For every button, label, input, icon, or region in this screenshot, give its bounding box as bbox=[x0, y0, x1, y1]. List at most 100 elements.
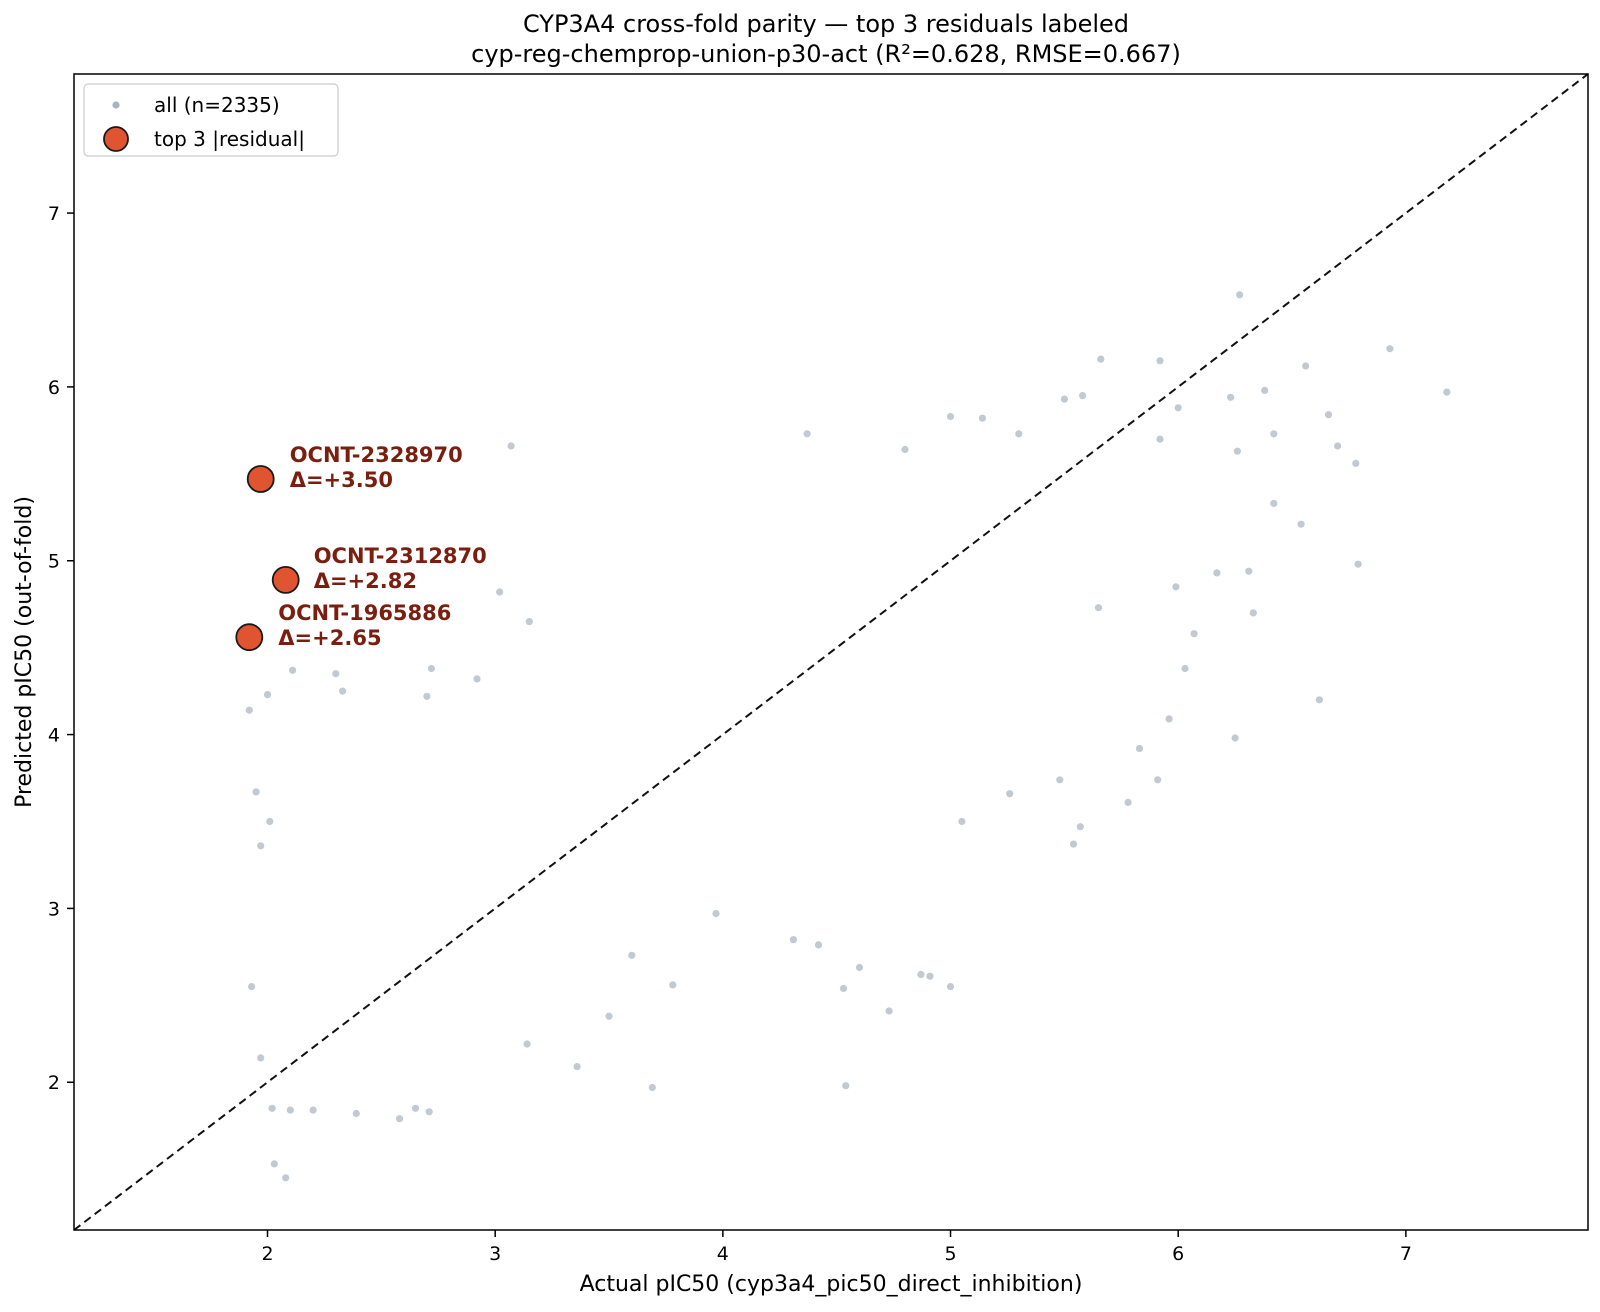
scatter-point bbox=[423, 692, 431, 700]
scatter-point bbox=[839, 984, 848, 993]
scatter-point bbox=[1076, 823, 1084, 831]
top-residual-point bbox=[235, 623, 264, 652]
scatter-point bbox=[473, 675, 481, 683]
legend: all (n=2335) top 3 |residual| bbox=[83, 83, 339, 157]
legend-entry-top: top 3 |residual| bbox=[154, 127, 305, 151]
scatter-point bbox=[396, 1115, 404, 1123]
scatter-point bbox=[958, 817, 966, 826]
scatter-point bbox=[814, 941, 823, 949]
scatter-point bbox=[1302, 362, 1310, 370]
scatter-point bbox=[1181, 664, 1189, 673]
scatter-point bbox=[926, 972, 934, 980]
scatter-point bbox=[1165, 715, 1173, 723]
x-tick-label: 3 bbox=[489, 1243, 501, 1265]
scatter-point bbox=[1006, 790, 1014, 798]
scatter-point bbox=[1190, 630, 1198, 638]
point-delta-label: Δ=+2.65 bbox=[278, 626, 381, 650]
scatter-point bbox=[885, 1007, 893, 1015]
scatter-point bbox=[1352, 459, 1360, 467]
scatter-point bbox=[525, 618, 533, 626]
scatter-point bbox=[1261, 386, 1269, 394]
scatter-point bbox=[257, 842, 265, 850]
y-axis-label: Predicted pIC50 (out-of-fold) bbox=[12, 496, 37, 808]
scatter-point bbox=[573, 1063, 581, 1071]
legend-entry-all: all (n=2335) bbox=[154, 93, 280, 117]
legend-marker-top bbox=[103, 126, 129, 152]
scatter-point bbox=[257, 1054, 265, 1062]
scatter-point bbox=[1213, 569, 1221, 577]
scatter-point bbox=[1245, 567, 1253, 575]
point-id-label: OCNT-1965886 bbox=[278, 601, 451, 625]
scatter-point bbox=[263, 691, 272, 699]
scatter-point bbox=[1060, 395, 1068, 403]
scatter-point bbox=[1156, 435, 1164, 443]
y-tick-label: 4 bbox=[48, 725, 60, 747]
scatter-point bbox=[248, 983, 256, 991]
scatter-point bbox=[648, 1083, 656, 1092]
scatter-point bbox=[1233, 447, 1241, 455]
scatter-point bbox=[901, 445, 909, 454]
scatter-point bbox=[523, 1040, 531, 1048]
scatter-point bbox=[1315, 696, 1323, 704]
y-tick-label: 3 bbox=[48, 898, 60, 920]
chart-subtitle: cyp-reg-chemprop-union-p30-act (R²=0.628… bbox=[471, 40, 1181, 68]
scatter-point bbox=[1443, 388, 1451, 396]
scatter-point bbox=[1270, 499, 1278, 507]
y-tick-label: 2 bbox=[48, 1072, 60, 1094]
scatter-point bbox=[270, 1160, 278, 1168]
point-delta-label: Δ=+3.50 bbox=[290, 468, 393, 492]
scatter-point bbox=[1334, 442, 1342, 450]
scatter-point bbox=[1172, 583, 1180, 591]
scatter-point bbox=[1079, 392, 1087, 400]
x-axis-ticks: 2 3 4 5 6 7 bbox=[261, 1230, 1412, 1265]
scatter-point bbox=[803, 430, 811, 438]
scatter-point bbox=[1069, 840, 1078, 848]
scatter-point bbox=[339, 687, 347, 695]
scatter-point bbox=[268, 1104, 276, 1112]
scatter-point bbox=[917, 970, 925, 979]
scatter-point bbox=[1156, 357, 1164, 365]
scatter-point bbox=[252, 788, 260, 796]
identity-line bbox=[73, 73, 1589, 1231]
scatter-point bbox=[1094, 604, 1103, 612]
plot-area bbox=[73, 73, 1589, 1231]
scatter-point bbox=[1324, 411, 1333, 419]
scatter-point bbox=[669, 981, 677, 989]
point-id-label: OCNT-2328970 bbox=[290, 443, 463, 467]
scatter-point bbox=[266, 817, 274, 826]
scatter-point bbox=[1015, 430, 1023, 438]
scatter-point bbox=[1097, 355, 1105, 363]
scatter-point bbox=[855, 963, 864, 972]
scatter-point bbox=[1270, 430, 1278, 438]
legend-box bbox=[83, 83, 339, 157]
x-tick-label: 5 bbox=[944, 1243, 956, 1265]
scatter-point bbox=[309, 1106, 317, 1114]
scatter-point bbox=[507, 442, 515, 450]
scatter-point bbox=[1154, 776, 1162, 784]
scatter-point bbox=[842, 1082, 850, 1090]
scatter-point bbox=[1249, 609, 1257, 617]
y-axis-ticks: 2 3 4 5 6 7 bbox=[48, 203, 74, 1094]
scatter-point bbox=[789, 936, 798, 944]
plot-frame bbox=[73, 73, 1589, 1231]
scatter-point bbox=[1135, 744, 1144, 753]
top-residual-point bbox=[271, 566, 300, 594]
scatter-point bbox=[978, 414, 987, 422]
scatter-point bbox=[286, 1106, 294, 1114]
scatter-point bbox=[1236, 291, 1244, 299]
y-tick-label: 7 bbox=[48, 203, 60, 225]
point-id-label: OCNT-2312870 bbox=[314, 544, 487, 568]
scatter-point bbox=[1124, 798, 1132, 807]
legend-marker-all bbox=[112, 101, 120, 109]
x-tick-label: 6 bbox=[1172, 1243, 1184, 1265]
scatter-point bbox=[282, 1174, 290, 1182]
scatter-point bbox=[332, 670, 340, 678]
chart-title: CYP3A4 cross-fold parity — top 3 residua… bbox=[523, 10, 1129, 38]
scatter-point bbox=[289, 666, 297, 674]
scatter-point bbox=[411, 1104, 420, 1112]
y-tick-label: 5 bbox=[48, 551, 60, 573]
scatter-point bbox=[1056, 776, 1064, 784]
scatter-point bbox=[425, 1108, 433, 1116]
